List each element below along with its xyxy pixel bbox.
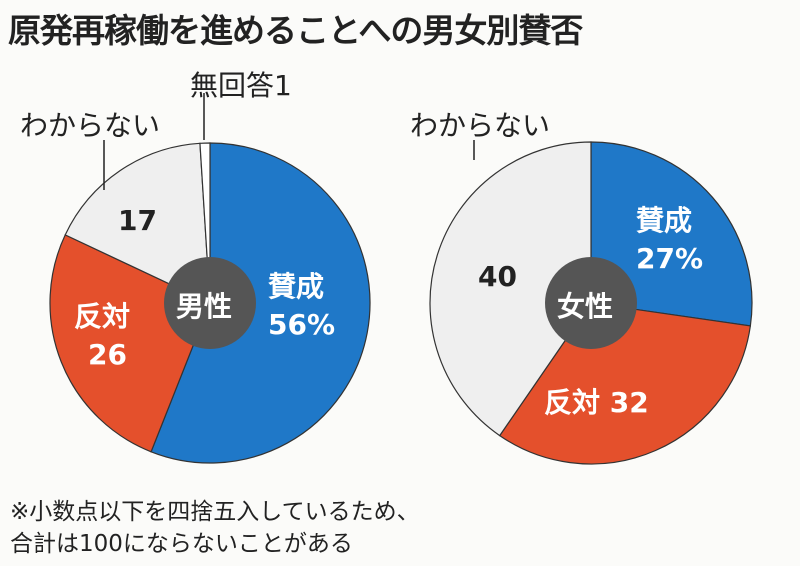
label-support-female: 賛成 [636,204,693,237]
footnote: ※小数点以下を四捨五入しているため、 合計は100にならないことがある [10,496,420,560]
label-oppose-female: 反対 32 [544,386,649,419]
center-circle-male [164,257,256,349]
slice-support-male [150,142,371,464]
value-support-male: 56% [268,308,336,341]
label-oppose-male: 反対 [74,300,131,333]
value-support-female: 27% [636,242,704,275]
label-unknown-male: わからない [20,109,161,142]
value-oppose-male: 26 [88,338,127,371]
footnote-line-2: 合計は100にならないことがある [10,531,353,557]
value-unknown-male: 17 [118,204,157,237]
slice-oppose-female [498,302,752,465]
slice-unknown-male [64,142,211,304]
label-unknown-female: わからない [410,109,551,142]
center-label-female: 女性 [557,290,614,323]
label-support-male: 賛成 [268,270,325,303]
center-label-male: 男性 [176,290,233,323]
label-no-answer-male: 無回答1 [190,69,292,102]
slice-unknown-female [429,141,592,437]
footnote-line-1: ※小数点以下を四捨五入しているため、 [10,499,420,525]
center-circle-female [545,257,637,349]
value-unknown-female: 40 [478,260,517,293]
chart-title: 原発再稼働を進めることへの男女別賛否 [8,11,583,50]
slice-support-female [590,141,753,327]
